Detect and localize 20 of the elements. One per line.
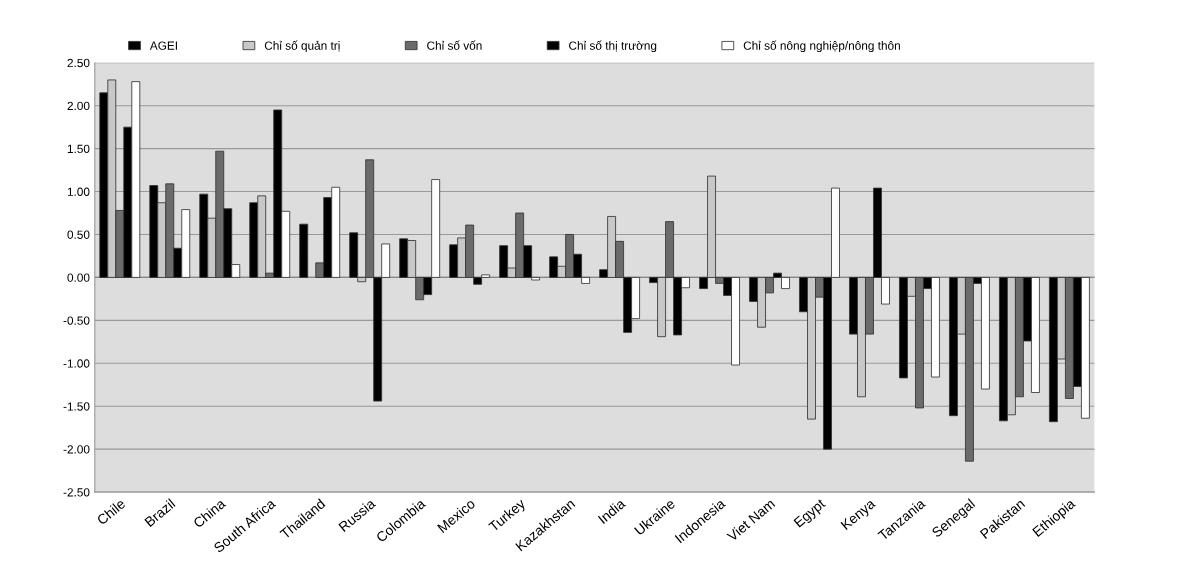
bar xyxy=(299,223,309,278)
legend-label: Chỉ số vốn xyxy=(427,40,482,50)
y-tick-label: 2.50 xyxy=(67,58,90,68)
y-tick-label: 1.00 xyxy=(67,187,90,196)
legend-label: AGEI xyxy=(149,41,177,50)
y-tick-label: -0.50 xyxy=(63,316,90,325)
y-tick-label: -1.50 xyxy=(63,402,90,411)
y-tick-label: 0.00 xyxy=(67,273,90,282)
x-tick-label: India xyxy=(597,497,627,525)
y-tick-label: -2.50 xyxy=(63,488,90,497)
legend-label: Chỉ số nông nghiệp/nông thôn xyxy=(743,40,900,53)
y-tick-label: 2.00 xyxy=(67,101,90,111)
y-tick-label: -1.00 xyxy=(63,359,90,368)
x-tick-label: Chile xyxy=(96,498,126,526)
legend-label: Chỉ số quản trị xyxy=(264,40,340,53)
y-tick-label: 1.50 xyxy=(67,144,90,154)
x-tick-label: Viet Nam xyxy=(726,498,776,542)
y-tick-label: -2.00 xyxy=(63,445,90,454)
legend-label: Chỉ số thị trường xyxy=(569,40,657,53)
y-tick-label: 0.50 xyxy=(67,230,90,239)
